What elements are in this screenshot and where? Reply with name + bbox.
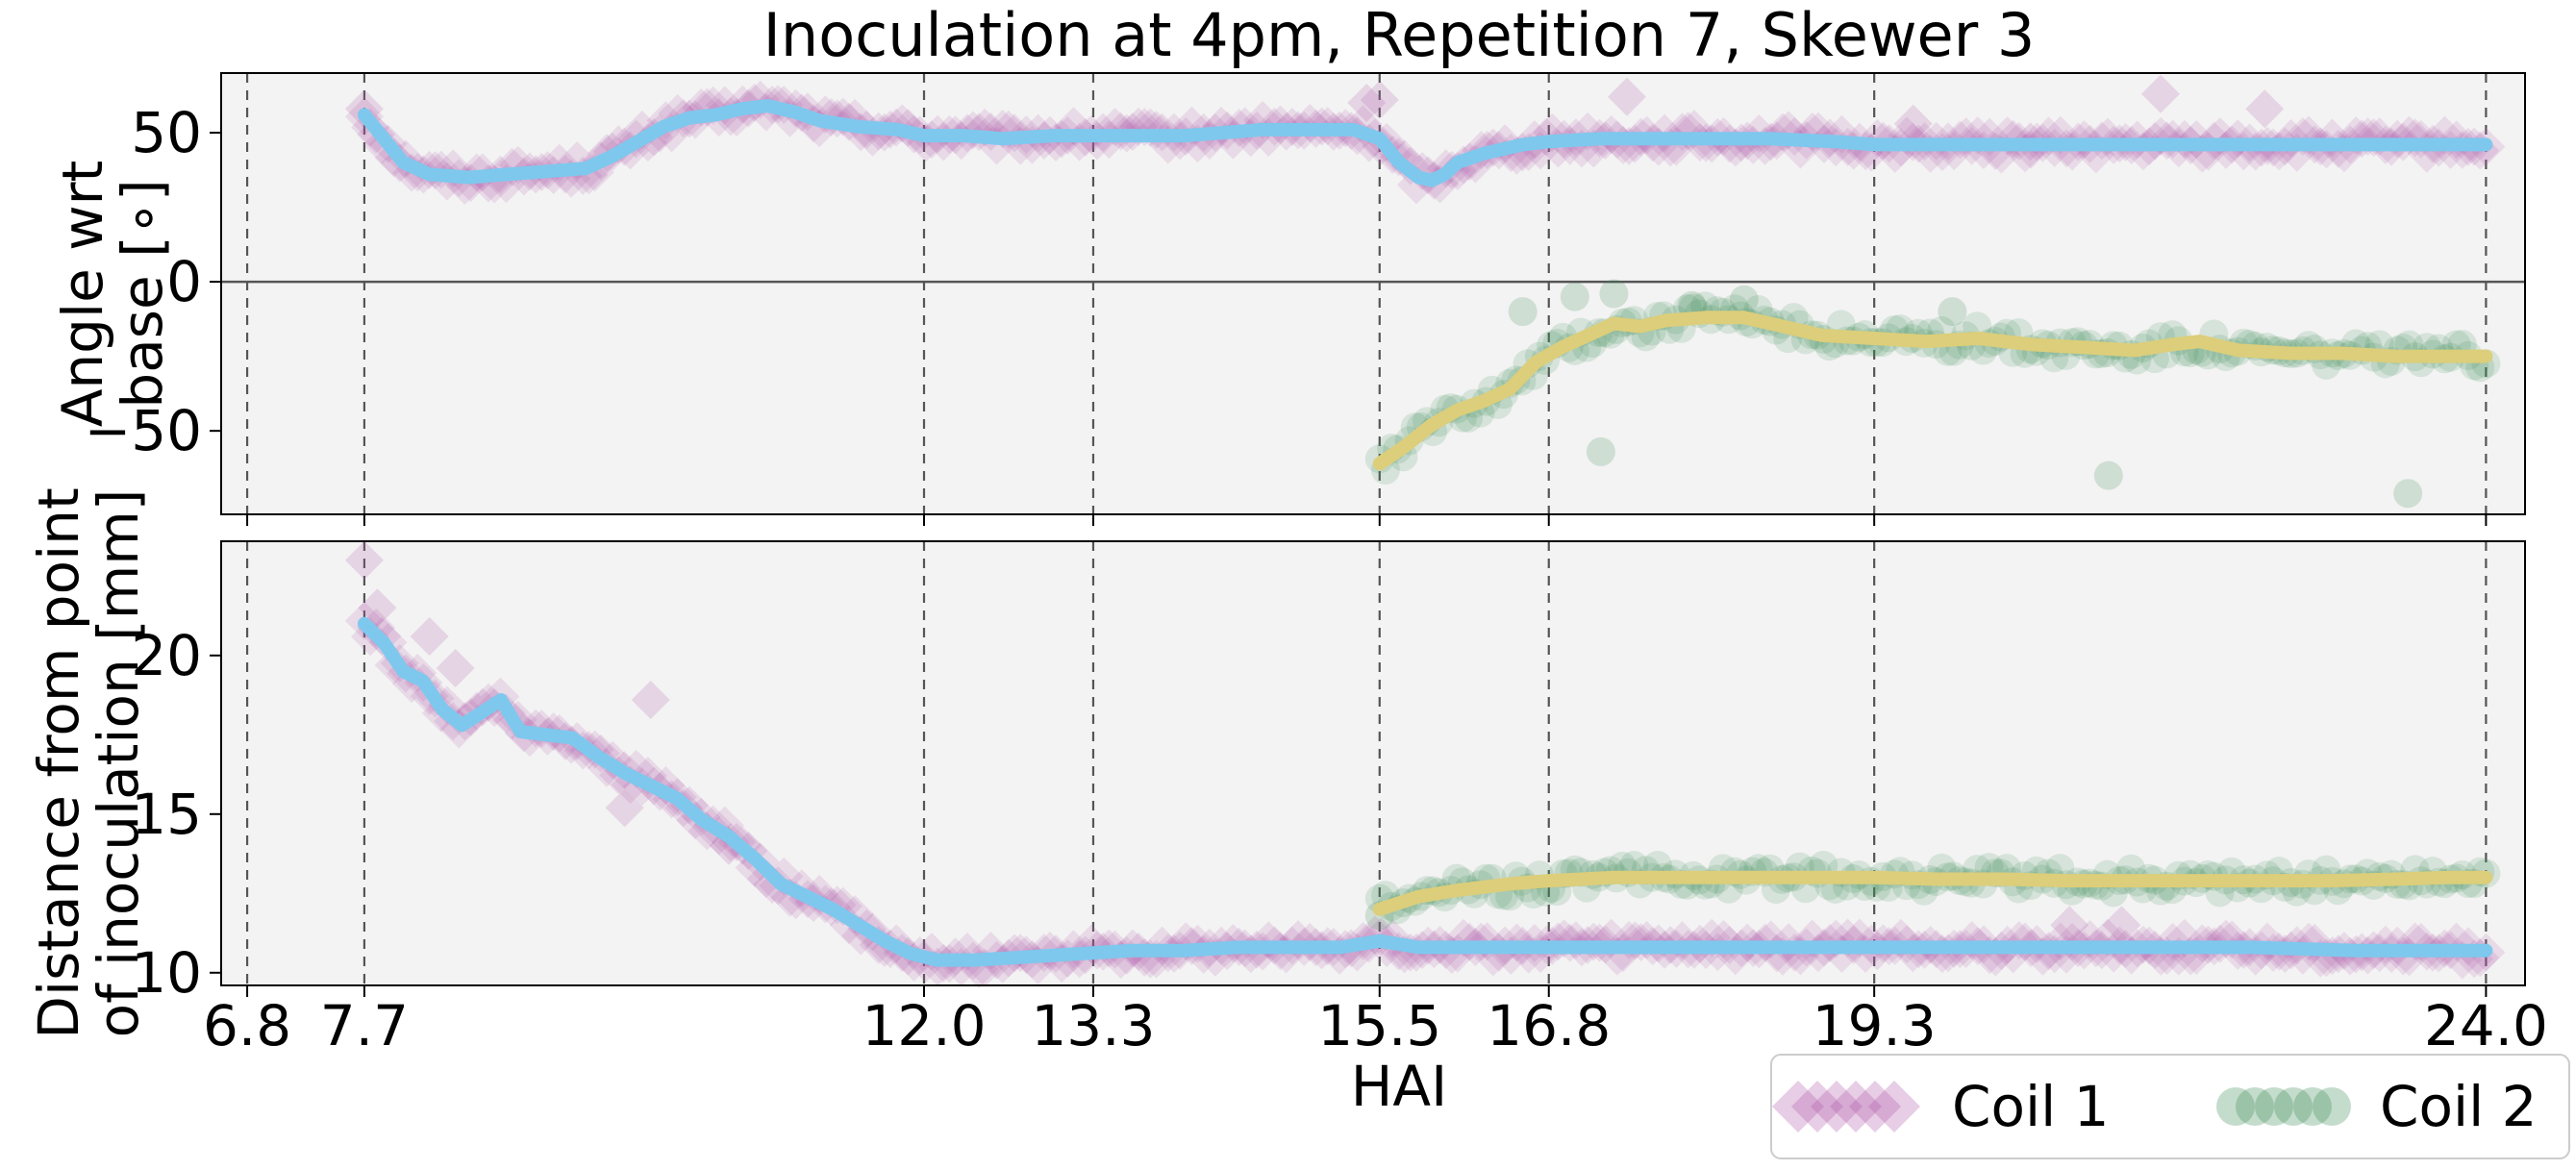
- x-tick-label: 13.3: [1031, 993, 1155, 1058]
- coil-1-legend-marker: [1791, 1081, 1843, 1133]
- legend-item-coil-1: Coil 1: [1772, 1074, 2110, 1139]
- coil-2-series: [1364, 851, 2501, 931]
- coil-2-legend-marker: [2274, 1087, 2313, 1126]
- legend-item-coil-2: Coil 2: [2216, 1074, 2538, 1139]
- coil-1-point: [1893, 104, 1933, 143]
- coil-2-point: [2393, 479, 2423, 509]
- coil-1-legend-marker: [1849, 1081, 1901, 1133]
- y-tick-label: 20: [131, 623, 202, 688]
- x-tick-label: 19.3: [1813, 993, 1937, 1058]
- x-tick-label: 12.0: [862, 993, 986, 1058]
- coil-2-trend-line: [1372, 870, 2493, 916]
- x-tick-label: 16.8: [1487, 993, 1611, 1058]
- coil-1-series: [344, 540, 2506, 988]
- coil-2-legend-marker: [2255, 1087, 2293, 1126]
- x-tick-label: 6.8: [203, 993, 291, 1058]
- coil-1-point: [410, 617, 449, 656]
- coil-1-point: [1360, 80, 1399, 119]
- coil-1-point: [693, 86, 733, 125]
- coil-2-point: [1560, 282, 1589, 311]
- legend-box: [1770, 1054, 2570, 1159]
- y-tick-label: 0: [166, 249, 202, 314]
- plot-frame: [220, 540, 2526, 986]
- coil-1-point: [2140, 74, 2180, 113]
- coil-2-legend-marker: [2236, 1087, 2274, 1126]
- coil-2-legend-marker: [2313, 1087, 2351, 1126]
- legend-label-coil-1: Coil 1: [1952, 1074, 2110, 1139]
- y-axis-label: Distance from pointof inoculation [mm]: [26, 487, 151, 1038]
- x-axis-label: HAI: [1351, 1054, 1447, 1119]
- y-tick-label: −50: [85, 398, 202, 463]
- coil-1-legend-marker: [1868, 1081, 1920, 1133]
- coil-1-legend-marker: [1830, 1081, 1882, 1133]
- coil-2-trend-line: [1372, 311, 2493, 471]
- coil-2-legend-marker: [2216, 1087, 2255, 1126]
- coil-1-point: [1607, 77, 1646, 116]
- coil-1-point: [2102, 906, 2141, 945]
- legend-label-coil-2: Coil 2: [2380, 1074, 2538, 1139]
- y-axis-label-line: Angle wrt: [50, 161, 115, 428]
- coil-1-point: [344, 540, 384, 580]
- y-tick-label: 15: [131, 782, 202, 847]
- y-tick-label: 10: [131, 940, 202, 1006]
- chart-title: Inoculation at 4pm, Repetition 7, Skewer…: [763, 0, 2036, 70]
- coil-1-trend-line: [357, 616, 2493, 967]
- legend: Coil 1 Coil 2: [1770, 1054, 2570, 1159]
- y-tick-label: 50: [131, 100, 202, 165]
- coil-2-point: [1599, 279, 1629, 309]
- coil-2-series: [1364, 279, 2501, 509]
- coil-2-legend-marker: [2293, 1087, 2332, 1126]
- y-axis-label-line: of inoculation [mm]: [86, 489, 151, 1038]
- coil-1-point: [358, 588, 397, 628]
- coil-2-point: [1586, 436, 1615, 466]
- coil-2-point: [1729, 285, 1759, 314]
- y-axis-label: Angle wrtbase [∘]: [50, 161, 175, 428]
- y-axis-label-line: Distance from point: [26, 487, 91, 1038]
- coil-1-point: [2050, 906, 2089, 945]
- coil-1-point: [605, 788, 644, 828]
- coil-1-point: [800, 109, 839, 148]
- plot-frame: [220, 72, 2526, 515]
- coil-1-series: [344, 74, 2506, 206]
- coil-1-legend-marker: [1811, 1081, 1863, 1133]
- x-tick-label: 15.5: [1317, 993, 1441, 1058]
- x-axis-ticks: 6.8 7.7 12.0 13.3 15.5 16.8 19.3 24.0: [203, 993, 2548, 1058]
- coil-2-point: [1938, 297, 1967, 327]
- x-tick-label: 7.7: [320, 993, 409, 1058]
- coil-2-point: [1508, 297, 1538, 327]
- coil-2-point: [2093, 461, 2123, 490]
- coil-1-point: [631, 681, 670, 719]
- y-axis-label-line: base [∘]: [110, 179, 175, 408]
- coil-1-point: [436, 649, 475, 687]
- coil-1-trend-line: [357, 99, 2493, 187]
- coil-1-point: [1347, 84, 1387, 123]
- coil-1-legend-marker: [1772, 1081, 1824, 1133]
- coil-1-point: [2245, 89, 2285, 129]
- x-tick-label: 24.0: [2424, 993, 2548, 1058]
